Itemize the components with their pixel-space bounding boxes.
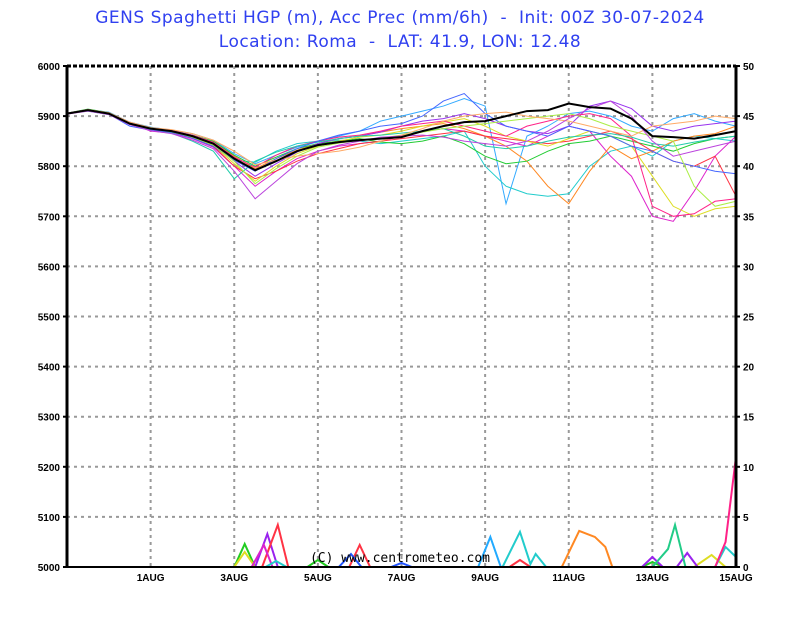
x-tick-label: 11AUG xyxy=(552,573,585,584)
left-tick-label: 5400 xyxy=(38,363,61,374)
right-tick-label: 5 xyxy=(743,513,749,524)
x-tick-label: 9AUG xyxy=(471,573,499,584)
left-tick-label: 5100 xyxy=(38,513,61,524)
x-tick-label: 1AUG xyxy=(137,573,165,584)
x-tick-label: 7AUG xyxy=(388,573,416,584)
right-tick-label: 50 xyxy=(743,62,755,73)
left-tick-label: 5700 xyxy=(38,212,61,223)
hgp-mean-line xyxy=(66,102,737,172)
chart-title-line2: Location: Roma - LAT: 41.9, LON: 12.48 xyxy=(218,32,582,52)
left-tick-label: 6000 xyxy=(38,62,61,73)
right-tick-label: 10 xyxy=(743,463,755,474)
hgp-member-line-13 xyxy=(66,109,737,166)
credit-text: (C) www.centrometeo.com xyxy=(310,551,490,566)
right-tick-label: 25 xyxy=(743,313,755,324)
left-tick-label: 5600 xyxy=(38,262,61,273)
precip-member-line-4 xyxy=(67,521,736,568)
right-tick-label: 20 xyxy=(743,363,755,374)
x-tick-label: 5AUG xyxy=(304,573,332,584)
left-tick-label: 5900 xyxy=(38,112,61,123)
hgp-member-line-11 xyxy=(66,92,737,175)
right-tick-label: 45 xyxy=(743,112,755,123)
x-tick-label: 15AUG xyxy=(719,573,753,584)
left-tick-label: 5300 xyxy=(38,413,61,424)
left-tick-label: 5200 xyxy=(38,463,61,474)
right-tick-label: 30 xyxy=(743,262,755,273)
right-tick-label: 0 xyxy=(743,563,749,574)
right-tick-label: 15 xyxy=(743,413,755,424)
right-tick-label: 35 xyxy=(743,212,755,223)
right-tick-label: 40 xyxy=(743,162,755,173)
chart-title-line1: GENS Spaghetti HGP (m), Acc Prec (mm/6h)… xyxy=(95,8,705,28)
x-tick-label: 3AUG xyxy=(220,573,248,584)
x-tick-label: 13AUG xyxy=(636,573,670,584)
left-tick-label: 5500 xyxy=(38,313,61,324)
left-tick-label: 5000 xyxy=(38,563,61,574)
left-tick-label: 5800 xyxy=(38,162,61,173)
